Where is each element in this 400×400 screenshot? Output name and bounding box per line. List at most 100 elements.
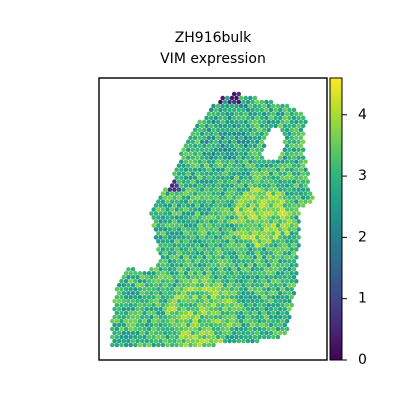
spot (300, 203, 306, 208)
spot (264, 219, 269, 224)
spot (215, 271, 221, 276)
spot (153, 290, 159, 296)
spot (188, 294, 193, 300)
spot (222, 251, 228, 256)
spot (211, 231, 216, 236)
spot (243, 239, 248, 244)
spot (162, 330, 168, 336)
spot (257, 127, 262, 133)
spot (275, 239, 281, 244)
spot (291, 107, 297, 113)
spot (282, 179, 288, 184)
spot (229, 326, 235, 332)
spot (257, 207, 262, 212)
spot (172, 171, 177, 176)
spot (266, 127, 271, 133)
spot (176, 259, 182, 264)
spot (165, 271, 170, 276)
spot (165, 255, 170, 260)
spot (264, 195, 269, 200)
spot (243, 334, 248, 340)
spot (204, 322, 209, 328)
spot (296, 187, 301, 192)
spot (172, 298, 177, 304)
spot (213, 171, 219, 176)
spot (291, 187, 297, 192)
spot (229, 271, 235, 276)
spot (282, 251, 288, 256)
spot (144, 274, 150, 280)
spot (185, 203, 191, 208)
spot (220, 278, 225, 284)
spot (128, 326, 133, 332)
spot (282, 243, 288, 248)
spot (126, 290, 131, 296)
spot (261, 191, 267, 196)
spot (268, 298, 274, 304)
spot (280, 223, 285, 228)
spot (227, 147, 232, 153)
spot (206, 271, 212, 276)
spot (234, 326, 239, 332)
spot (294, 183, 299, 188)
spot (169, 183, 175, 188)
spot (213, 243, 219, 248)
spot (275, 111, 281, 117)
spot (179, 294, 184, 300)
spot (204, 267, 209, 272)
spot (248, 231, 253, 236)
spot (298, 159, 304, 164)
spot (130, 314, 136, 320)
spot (167, 235, 173, 240)
spot (156, 271, 161, 276)
spot (273, 251, 278, 256)
spot (183, 175, 189, 180)
spot (195, 251, 200, 256)
spot (271, 223, 276, 228)
spot (234, 334, 239, 340)
spot (174, 302, 179, 308)
spot (268, 314, 274, 320)
spot (231, 131, 237, 137)
spot (195, 179, 200, 184)
spot (153, 322, 159, 328)
spot (238, 271, 244, 276)
spot (174, 191, 179, 196)
spot (243, 143, 248, 149)
spot (252, 294, 258, 300)
spot (289, 271, 294, 276)
spot (250, 259, 255, 264)
spot (231, 139, 237, 145)
spot (190, 298, 196, 304)
spot (264, 131, 269, 137)
spot (121, 314, 127, 320)
spot (188, 263, 193, 268)
spot (229, 95, 235, 101)
spot (215, 278, 221, 284)
spot (192, 318, 198, 324)
spot (231, 306, 237, 312)
spot (227, 219, 232, 224)
spot (291, 282, 297, 288)
spot (195, 267, 200, 272)
spot (162, 282, 168, 288)
spot (271, 271, 276, 276)
spot (208, 306, 214, 312)
spot (160, 310, 166, 316)
spot (183, 167, 189, 172)
spot (289, 151, 294, 157)
spot (146, 302, 152, 308)
spot (179, 207, 184, 212)
spot (211, 167, 216, 172)
spot (213, 235, 219, 240)
spot (179, 223, 184, 228)
spot (112, 330, 117, 336)
spot (174, 271, 179, 276)
spot (197, 215, 202, 220)
spot (158, 322, 163, 328)
spot (139, 282, 145, 288)
spot (162, 290, 168, 296)
spot (151, 334, 156, 340)
spot (190, 322, 196, 328)
spot (225, 175, 230, 180)
